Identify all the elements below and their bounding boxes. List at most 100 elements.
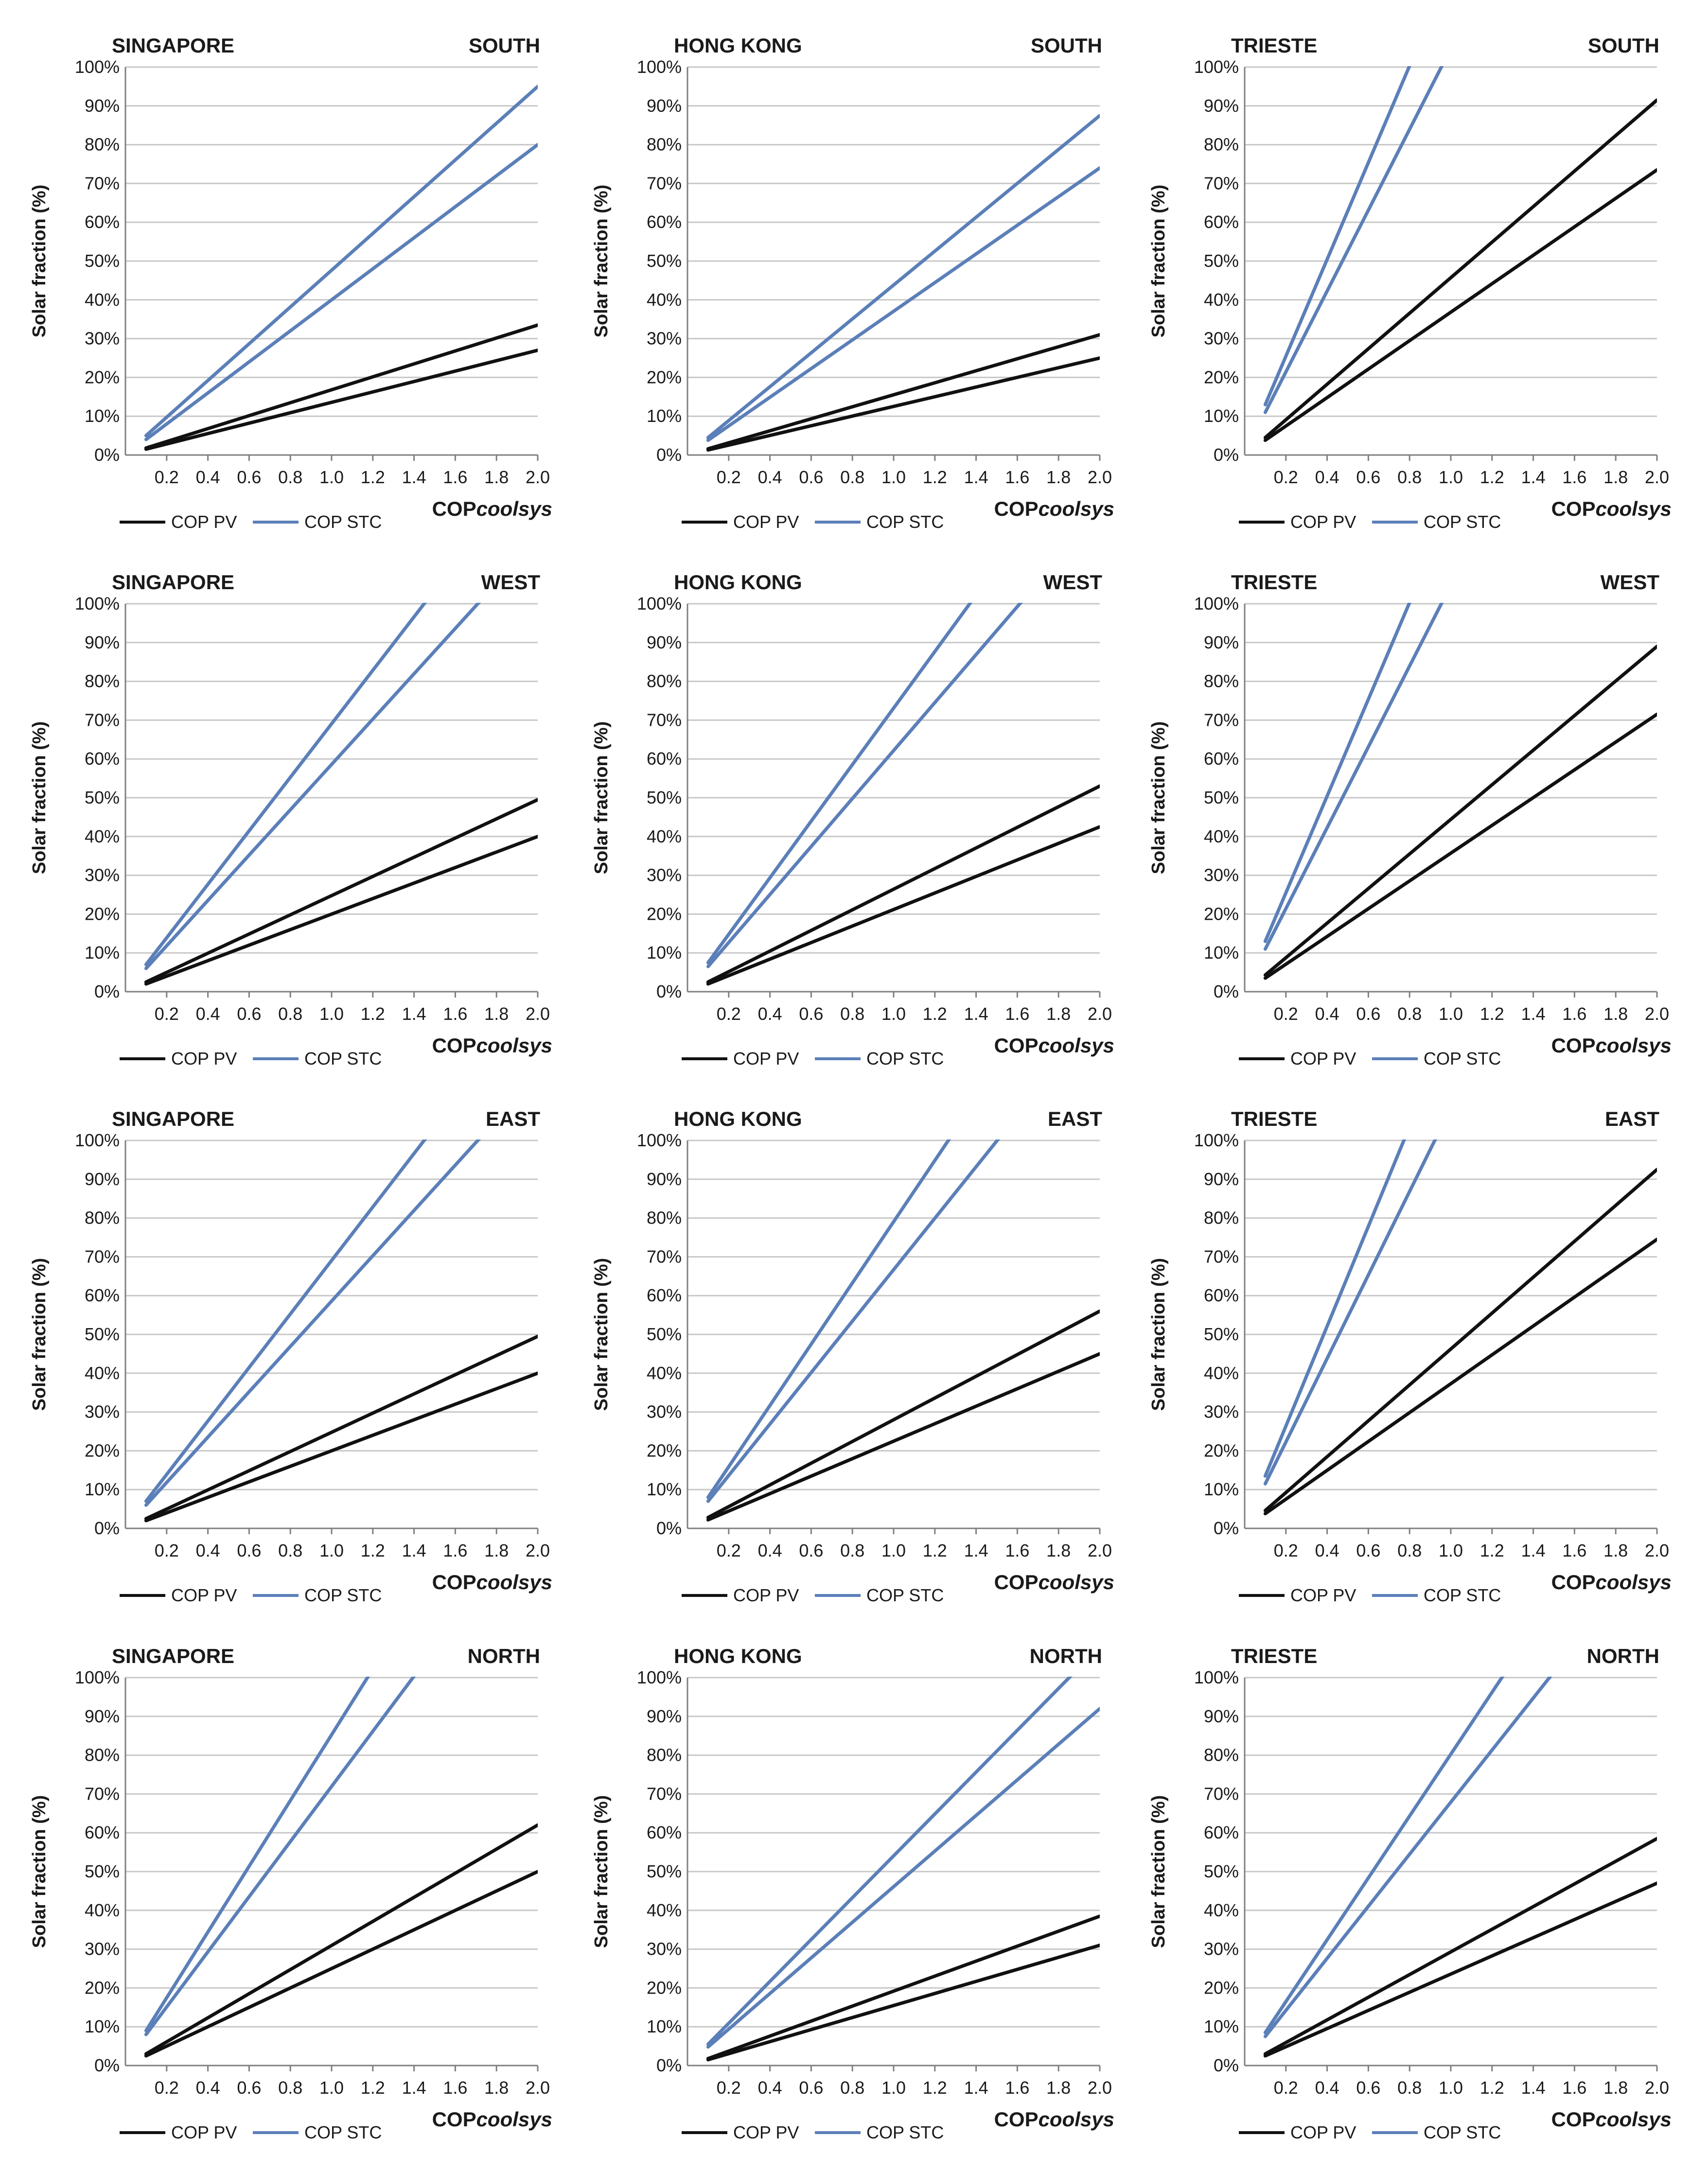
x-tick-label: 1.0 <box>319 1004 344 1024</box>
x-axis-label-sub: coolsys <box>1596 1034 1672 1057</box>
x-tick-label: 2.0 <box>1088 1541 1112 1560</box>
x-tick-label: 0.4 <box>196 1541 220 1560</box>
y-tick-label: 70% <box>647 1784 682 1804</box>
x-tick-label: 0.2 <box>1274 1541 1298 1560</box>
y-tick-label: 50% <box>647 788 682 807</box>
y-tick-label: 90% <box>85 1706 120 1726</box>
y-tick-label: 100% <box>1194 1130 1239 1150</box>
y-tick-label: 80% <box>1204 1208 1239 1228</box>
x-tick-label: 0.4 <box>758 467 782 487</box>
legend-label-pv: COP PV <box>733 1585 799 1605</box>
legend-label-stc: COP STC <box>866 512 944 532</box>
y-tick-label: 50% <box>85 251 120 271</box>
series-line-pv <box>1263 645 1657 977</box>
panel-orientation-title: SOUTH <box>1588 34 1659 57</box>
series-group <box>706 1677 1100 2062</box>
series-line-stc <box>144 1139 427 1503</box>
y-tick-label: 10% <box>85 406 120 426</box>
x-tick-label: 1.4 <box>402 1541 426 1560</box>
panel-city-title: SINGAPORE <box>112 571 234 594</box>
x-tick-label: 0.4 <box>758 2078 782 2098</box>
y-tick-label: 40% <box>85 1900 120 1920</box>
y-tick-label: 20% <box>1204 367 1239 387</box>
x-tick-label: 0.6 <box>799 467 823 487</box>
x-tick-label: 1.4 <box>402 467 426 487</box>
x-tick-label: 1.6 <box>1562 467 1586 487</box>
x-tick-label: 1.0 <box>1439 467 1463 487</box>
y-tick-label: 100% <box>1194 1667 1239 1687</box>
y-tick-label: 60% <box>85 1285 120 1305</box>
y-tick-label: 10% <box>1204 2016 1239 2036</box>
y-tick-label: 80% <box>85 671 120 691</box>
x-tick-label: 0.8 <box>1397 1541 1422 1560</box>
y-tick-label: 10% <box>647 406 682 426</box>
panel-orientation-title: SOUTH <box>1031 34 1102 57</box>
series-line-stc <box>1263 1139 1407 1478</box>
y-tick-label: 10% <box>1204 1479 1239 1499</box>
x-tick-label: 1.6 <box>1005 2078 1029 2098</box>
series-line-stc <box>706 1677 1073 2046</box>
y-tick-label: 90% <box>647 632 682 652</box>
panel-orientation-title: EAST <box>1605 1107 1659 1130</box>
panel-city-title: TRIESTE <box>1231 34 1317 57</box>
panel-city-title: HONG KONG <box>674 34 802 57</box>
series-line-stc <box>1263 66 1444 414</box>
panel-city-title: TRIESTE <box>1231 571 1317 594</box>
x-tick-label: 0.4 <box>196 467 220 487</box>
x-axis-label: COPcoolsys <box>1551 1034 1672 1057</box>
x-tick-label: 2.0 <box>1645 1541 1669 1560</box>
x-axis-label: COPcoolsys <box>994 1571 1114 1594</box>
x-tick-label: 0.6 <box>799 2078 823 2098</box>
x-tick-label: 1.4 <box>1521 1541 1546 1560</box>
y-tick-label: 70% <box>1204 710 1239 730</box>
x-axis-label: COPcoolsys <box>1551 497 1672 520</box>
x-tick-label: 0.2 <box>155 1541 179 1560</box>
x-axis-label: COPcoolsys <box>1551 2108 1672 2131</box>
x-axis-label: COPcoolsys <box>432 497 552 520</box>
y-tick-label: 90% <box>647 1169 682 1189</box>
y-tick-label: 20% <box>1204 1440 1239 1460</box>
y-tick-label: 30% <box>85 1402 120 1422</box>
x-tick-label: 0.6 <box>1356 2078 1380 2098</box>
panel-orientation-title: WEST <box>1043 571 1103 594</box>
y-tick-label: 30% <box>85 865 120 885</box>
x-axis-label-sub: coolsys <box>1596 2108 1672 2131</box>
y-tick-label: 20% <box>85 1440 120 1460</box>
y-tick-label: 20% <box>1204 1978 1239 1997</box>
series-line-stc <box>706 1139 951 1499</box>
panel-orientation-title: EAST <box>486 1107 540 1130</box>
x-tick-label: 1.2 <box>361 1004 385 1024</box>
y-tick-label: 90% <box>85 96 120 116</box>
x-tick-label: 0.8 <box>1397 467 1422 487</box>
x-axis-label-sub: coolsys <box>476 1034 552 1057</box>
x-tick-label: 1.0 <box>319 1541 344 1560</box>
y-tick-label: 30% <box>647 1939 682 1959</box>
x-tick-label: 0.2 <box>155 467 179 487</box>
x-tick-label: 1.6 <box>1562 2078 1586 2098</box>
x-tick-label: 0.8 <box>840 2078 864 2098</box>
y-tick-label: 70% <box>85 1246 120 1266</box>
x-axis-label: COPcoolsys <box>994 1034 1114 1057</box>
x-tick-label: 0.2 <box>1274 1004 1298 1024</box>
series-line-pv <box>1263 1168 1657 1512</box>
y-axis-label: Solar fraction (%) <box>29 721 50 875</box>
x-axis-label: COPcoolsys <box>432 1034 552 1057</box>
y-tick-label: 10% <box>85 2016 120 2036</box>
x-tick-label: 0.8 <box>278 1541 302 1560</box>
y-axis-label: Solar fraction (%) <box>591 185 612 338</box>
chart-panel: 0% 10% 20% 30% 40% 50% 60% 70% 80% 90% 100% 0.2 0.4 0… <box>591 34 1114 532</box>
panel-orientation-title: NORTH <box>468 1645 540 1667</box>
panel-orientation-title: SOUTH <box>469 34 540 57</box>
series-line-pv <box>1263 168 1657 442</box>
series-line-pv <box>1263 98 1657 439</box>
x-axis-label-main: COP <box>1551 497 1596 520</box>
chart-panel: 0% 10% 20% 30% 40% 50% 60% 70% 80% 90% 100% 0.2 0.4 0… <box>591 1107 1114 1605</box>
y-tick-label: 50% <box>1204 251 1239 271</box>
y-tick-label: 30% <box>647 329 682 349</box>
x-axis-label-main: COP <box>432 2108 476 2131</box>
x-tick-label: 2.0 <box>526 1004 550 1024</box>
x-tick-label: 1.8 <box>484 1004 509 1024</box>
y-tick-label: 90% <box>1204 632 1239 652</box>
x-tick-label: 1.8 <box>1046 1004 1071 1024</box>
